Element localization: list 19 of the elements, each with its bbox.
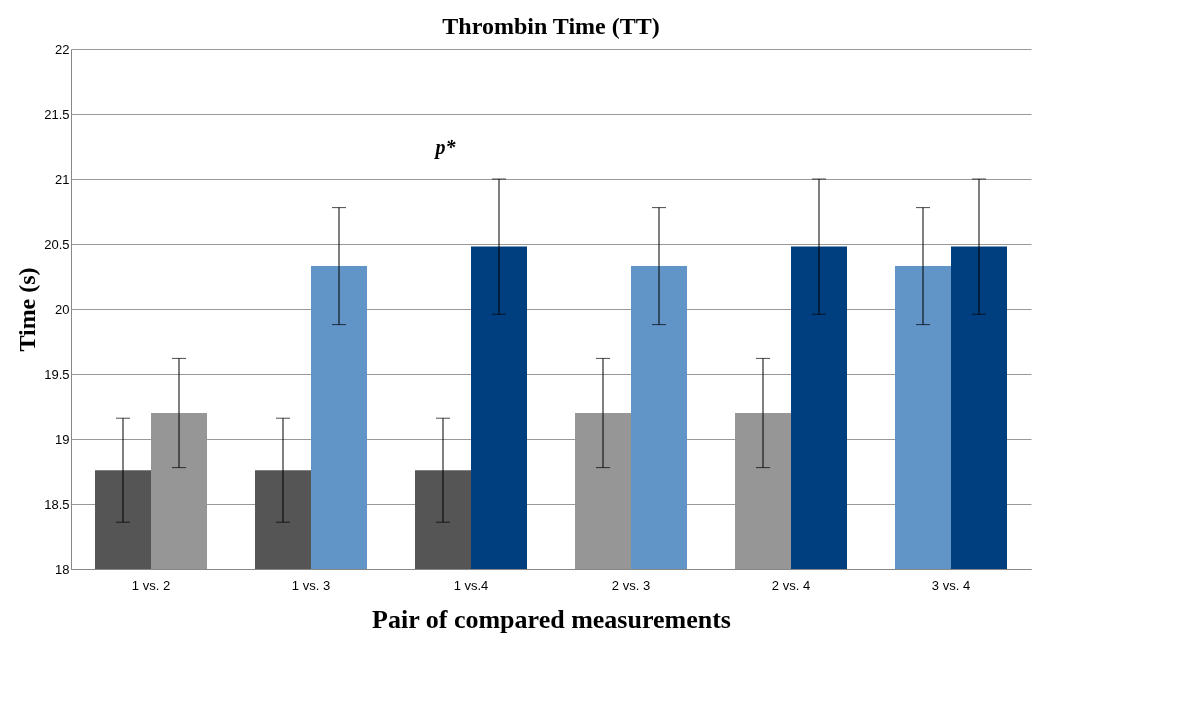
y-tick-label: 18.5 (44, 496, 70, 512)
y-tick-label: 22 (55, 41, 70, 57)
x-tick-label: 1 vs.4 (453, 577, 489, 593)
x-tick-label: 3 vs. 4 (931, 577, 971, 593)
y-tick-label: 21 (55, 171, 70, 187)
x-tick-label: 2 vs. 4 (771, 577, 811, 593)
x-axis-title: Pair of compared measurements (372, 604, 731, 634)
y-tick-label: 20.5 (44, 236, 70, 252)
y-tick-label: 19.5 (44, 366, 70, 382)
x-tick-label: 1 vs. 2 (131, 577, 171, 593)
y-axis-title: Time (s) (14, 267, 41, 352)
y-tick-label: 21.5 (44, 106, 70, 122)
x-tick-label: 1 vs. 3 (291, 577, 331, 593)
y-tick-label: 20 (55, 301, 70, 317)
chart-title: Thrombin Time (TT) (442, 13, 660, 39)
x-tick-label: 2 vs. 3 (611, 577, 651, 593)
y-tick-label: 19 (55, 431, 70, 447)
annotation: p* (433, 136, 457, 160)
y-tick-label: 18 (55, 561, 70, 577)
